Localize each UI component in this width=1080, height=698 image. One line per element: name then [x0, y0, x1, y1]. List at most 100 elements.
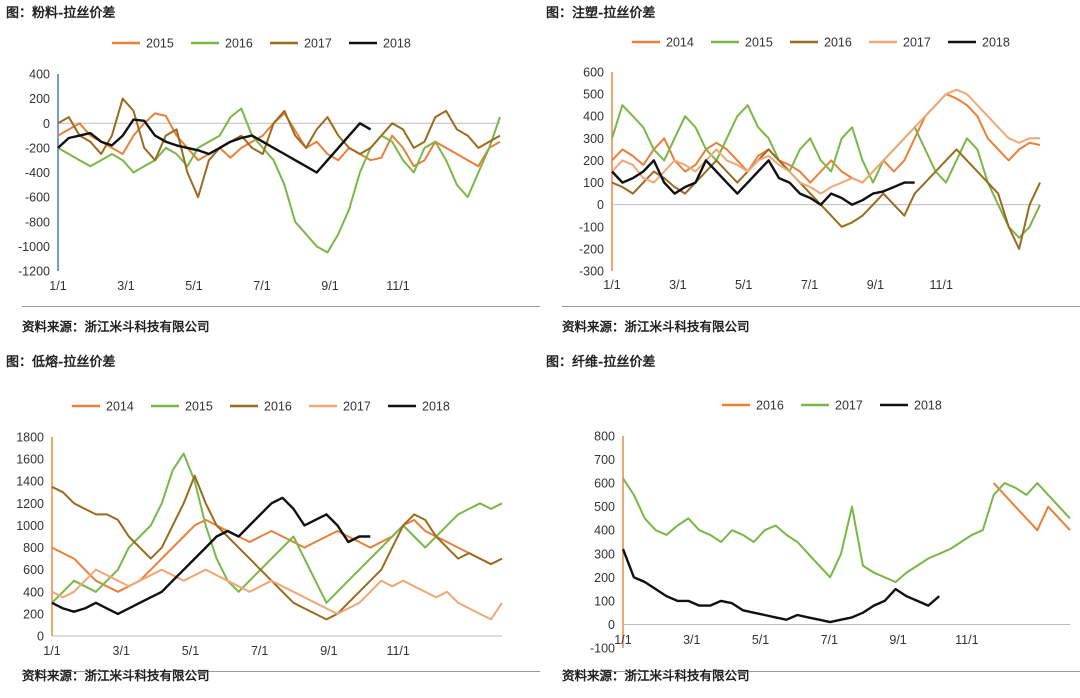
y-tick-label: 0	[37, 630, 44, 644]
y-tick-label: 1000	[16, 519, 44, 533]
legend-label: 2017	[343, 400, 371, 414]
chart-title: 图：低熔-拉丝价差	[6, 355, 116, 370]
legend-label: 2015	[185, 400, 213, 414]
y-tick-label: 400	[23, 585, 44, 599]
y-tick-label: -600	[25, 191, 50, 205]
x-tick-label: 7/1	[253, 279, 270, 293]
y-tick-label: 100	[594, 594, 615, 608]
series-line-2018	[611, 159, 915, 206]
series-line-2014	[51, 518, 503, 593]
series-line-2017	[57, 97, 501, 199]
x-tick-label: 1/1	[614, 633, 631, 647]
legend-label: 2016	[264, 400, 292, 414]
y-tick-label: 800	[594, 430, 615, 444]
source-note: 资料来源：浙江米斗科技有限公司	[562, 319, 750, 334]
y-tick-label: 600	[594, 477, 615, 491]
source-note: 资料来源：浙江米斗科技有限公司	[22, 319, 210, 334]
x-tick-label: 9/1	[889, 633, 906, 647]
chart-panel: 图：注塑-拉丝价差 600 500 400 300 200 100 0 -100 -200 -300…	[540, 0, 1080, 349]
legend-label: 2015	[745, 36, 773, 50]
y-tick-label: 500	[583, 88, 604, 102]
x-tick-label: 1/1	[49, 279, 66, 293]
x-tick-label: 9/1	[321, 279, 338, 293]
y-tick-label: 600	[23, 563, 44, 577]
chart-title: 图：纤维-拉丝价差	[546, 355, 656, 370]
y-tick-label: 500	[594, 500, 615, 514]
series-line-2016	[57, 107, 501, 254]
x-tick-label: 3/1	[683, 633, 700, 647]
series-line-2017	[622, 477, 1071, 583]
x-tick-label: 5/1	[735, 278, 752, 292]
legend-label: 2018	[982, 36, 1010, 50]
chart-title: 图：粉料-拉丝价差	[6, 6, 116, 21]
source-note: 资料来源：浙江米斗科技有限公司	[22, 668, 210, 683]
y-tick-label: 0	[597, 198, 604, 212]
y-tick-label: -100	[590, 642, 615, 656]
x-tick-label: 9/1	[867, 278, 884, 292]
chart-panel: 图：纤维-拉丝价差 800 700 600 500 400 300 200 100 0 -100 1/…	[540, 349, 1080, 698]
chart-svg: 1800 1600 1400 1200 1000 800 600 400 200 01/1 3/1 5…	[16, 400, 503, 658]
series-line-2018	[621, 548, 940, 624]
legend-label: 2015	[146, 37, 174, 51]
y-tick-label: 400	[583, 110, 604, 124]
y-tick-label: -1200	[18, 265, 50, 279]
source-divider	[562, 671, 1080, 672]
x-tick-label: 9/1	[320, 644, 337, 658]
legend-label: 2017	[903, 36, 931, 50]
y-tick-label: -400	[25, 166, 50, 180]
y-tick-label: 300	[594, 547, 615, 561]
x-tick-label: 1/1	[603, 278, 620, 292]
x-tick-label: 3/1	[117, 279, 134, 293]
y-tick-label: 1800	[16, 431, 44, 445]
chart-title: 图：注塑-拉丝价差	[546, 6, 656, 21]
y-tick-label: 400	[29, 68, 50, 82]
y-tick-label: 0	[608, 618, 615, 632]
x-tick-label: 11/1	[386, 279, 409, 293]
x-tick-label: 11/1	[930, 278, 953, 292]
source-divider	[562, 306, 1080, 307]
y-tick-label: 200	[583, 154, 604, 168]
x-tick-label: 7/1	[801, 278, 818, 292]
y-tick-label: 800	[23, 541, 44, 555]
series-line-2015	[611, 104, 1041, 239]
y-tick-label: 700	[594, 453, 615, 467]
chart-panel: 图：粉料-拉丝价差 400 200 0 -200 -400 -600 -800 -1000 -12…	[0, 0, 540, 349]
y-tick-label: 0	[43, 117, 50, 131]
y-tick-label: -200	[25, 141, 50, 155]
legend-label: 2018	[422, 400, 450, 414]
legend-label: 2016	[225, 37, 253, 51]
y-tick-label: 600	[583, 66, 604, 80]
x-tick-label: 3/1	[113, 644, 130, 658]
series-line-2018	[57, 118, 372, 174]
series-line-2016	[51, 474, 503, 621]
y-tick-label: 1400	[16, 475, 44, 489]
x-tick-label: 5/1	[752, 633, 769, 647]
y-tick-label: 200	[29, 92, 50, 106]
series-line-2018	[51, 496, 371, 616]
x-tick-label: 1/1	[43, 644, 60, 658]
legend-label: 2018	[383, 37, 411, 51]
source-divider	[22, 306, 540, 307]
x-tick-label: 11/1	[955, 633, 978, 647]
series-line-2015	[51, 452, 503, 604]
y-tick-label: 1200	[16, 497, 44, 511]
series-line-2017	[611, 88, 1040, 195]
y-tick-label: 300	[583, 132, 604, 146]
x-tick-label: 5/1	[182, 644, 199, 658]
y-tick-label: -100	[579, 220, 604, 234]
y-tick-label: -800	[25, 215, 50, 229]
x-tick-label: 7/1	[251, 644, 268, 658]
legend-label: 2017	[835, 399, 863, 413]
x-tick-label: 3/1	[669, 278, 686, 292]
legend-label: 2014	[106, 400, 134, 414]
chart-panel: 图：低熔-拉丝价差 1800 1600 1400 1200 1000 800 600 400 20…	[0, 349, 540, 698]
legend-label: 2016	[756, 399, 784, 413]
source-divider	[22, 671, 540, 672]
x-tick-label: 7/1	[821, 633, 838, 647]
y-tick-label: -200	[579, 242, 604, 256]
x-tick-label: 11/1	[386, 644, 409, 658]
series-line-2016	[992, 482, 1071, 532]
y-tick-label: 100	[583, 176, 604, 190]
